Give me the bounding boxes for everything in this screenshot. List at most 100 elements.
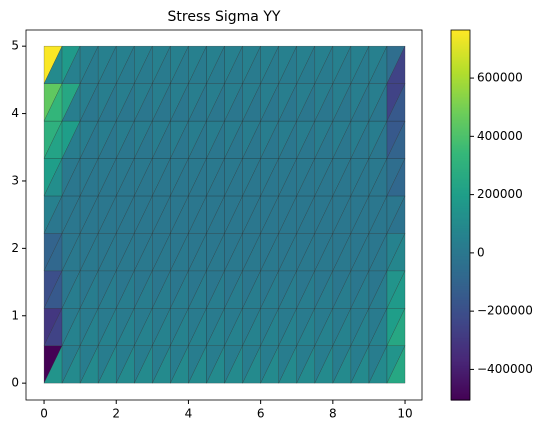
x-tick-label: 8 <box>329 407 337 421</box>
triangle <box>386 120 406 159</box>
colorbar-cell <box>451 172 470 175</box>
colorbar-cell <box>451 86 470 89</box>
x-tick-label: 0 <box>40 407 48 421</box>
colorbar-cell <box>451 146 470 149</box>
colorbar-cell <box>451 44 470 47</box>
colorbar-tick-label: 0 <box>477 245 485 259</box>
colorbar-cell <box>451 370 470 373</box>
colorbar-cell <box>451 358 470 361</box>
colorbar-cell <box>451 336 470 339</box>
colorbar-cell <box>451 158 470 161</box>
colorbar-cell <box>451 90 470 93</box>
colorbar-cell <box>451 168 470 171</box>
colorbar-cell <box>451 248 470 251</box>
colorbar-cell <box>451 268 470 271</box>
colorbar-cell <box>451 318 470 321</box>
x-tick-label: 2 <box>112 407 120 421</box>
colorbar-cell <box>451 108 470 111</box>
colorbar-cell <box>451 342 470 345</box>
colorbar-cell <box>451 390 470 393</box>
colorbar-cell <box>451 208 470 211</box>
colorbar-cell <box>451 176 470 179</box>
colorbar-cell <box>451 74 470 77</box>
colorbar-cell <box>451 54 470 57</box>
colorbar-cell <box>451 152 470 155</box>
colorbar-cell <box>451 228 470 231</box>
colorbar-cell <box>451 284 470 287</box>
colorbar-cell <box>451 212 470 215</box>
colorbar-tick-label: −200000 <box>477 304 533 318</box>
colorbar-cell <box>451 80 470 83</box>
chart-title: Stress Sigma YY <box>168 9 281 25</box>
colorbar-cell <box>451 58 470 61</box>
colorbar-cell <box>451 140 470 143</box>
colorbar-cell <box>451 104 470 107</box>
colorbar-cell <box>451 334 470 337</box>
colorbar-tick-label: 400000 <box>477 129 523 143</box>
triangle <box>386 270 406 309</box>
x-tick-label: 10 <box>397 407 412 421</box>
colorbar-cell <box>451 388 470 391</box>
colorbar-cell <box>451 324 470 327</box>
colorbar-cell <box>451 316 470 319</box>
colorbar-cell <box>451 366 470 369</box>
colorbar-cell <box>451 296 470 299</box>
triangle <box>386 308 406 346</box>
colorbar-cell <box>451 292 470 295</box>
colorbar-cell <box>451 224 470 227</box>
colorbar-cell <box>451 192 470 195</box>
colorbar-cell <box>451 278 470 281</box>
colorbar-tick-label: 600000 <box>477 71 523 85</box>
colorbar-cell <box>451 138 470 141</box>
colorbar-cell <box>451 166 470 169</box>
colorbar-cell <box>451 354 470 357</box>
colorbar-cell <box>451 144 470 147</box>
colorbar-cell <box>451 310 470 313</box>
colorbar-cell <box>451 92 470 95</box>
colorbar-cell <box>451 302 470 305</box>
colorbar-cell <box>451 188 470 191</box>
colorbar-cell <box>451 304 470 307</box>
colorbar-cell <box>451 126 470 129</box>
colorbar-cell <box>451 394 470 397</box>
colorbar-cell <box>451 308 470 311</box>
colorbar-cell <box>451 286 470 289</box>
colorbar-cell <box>451 202 470 205</box>
colorbar-cell <box>451 136 470 139</box>
colorbar-cell <box>451 124 470 127</box>
y-tick-label: 1 <box>11 308 19 322</box>
colorbar-cell <box>451 350 470 353</box>
colorbar-cell <box>451 50 470 53</box>
y-tick-label: 5 <box>11 39 19 53</box>
colorbar-cell <box>451 196 470 199</box>
colorbar-cell <box>451 46 470 49</box>
colorbar-cell <box>451 226 470 229</box>
x-tick-label: 4 <box>185 407 193 421</box>
colorbar-cell <box>451 392 470 395</box>
colorbar-cell <box>451 362 470 365</box>
colorbar-cell <box>451 256 470 259</box>
colorbar-cell <box>451 52 470 55</box>
colorbar-cell <box>451 262 470 265</box>
colorbar-cell <box>451 352 470 355</box>
colorbar-cell <box>451 148 470 151</box>
triangle <box>386 83 406 122</box>
colorbar-cell <box>451 68 470 71</box>
colorbar-cell <box>451 234 470 237</box>
colorbar-cell <box>451 142 470 145</box>
colorbar-cell <box>451 338 470 341</box>
colorbar-cell <box>451 42 470 45</box>
colorbar-cell <box>451 250 470 253</box>
colorbar-cell <box>451 344 470 347</box>
colorbar-cell <box>451 288 470 291</box>
colorbar-cell <box>451 290 470 293</box>
colorbar-cell <box>451 78 470 81</box>
colorbar-cell <box>451 332 470 335</box>
colorbar-cell <box>451 116 470 119</box>
colorbar-cell <box>451 314 470 317</box>
colorbar-cell <box>451 340 470 343</box>
colorbar-cell <box>451 242 470 245</box>
colorbar-cell <box>451 266 470 269</box>
colorbar-cell <box>451 164 470 167</box>
